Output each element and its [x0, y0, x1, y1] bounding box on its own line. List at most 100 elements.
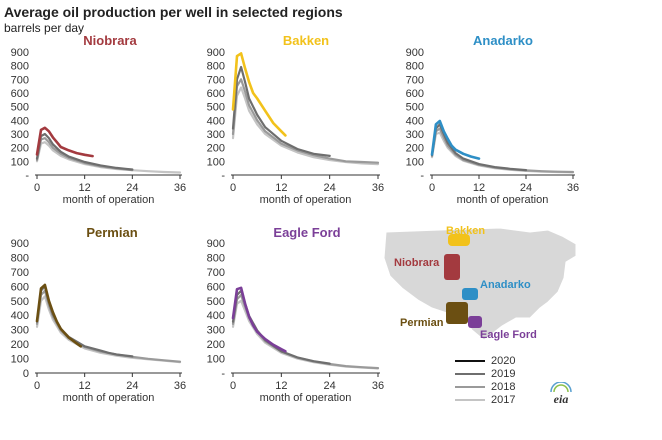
- bakken-ytick-label: 200: [207, 143, 225, 155]
- legend-item-2018: 2018: [455, 380, 515, 393]
- anadarko-ytick-label: 700: [406, 74, 424, 86]
- eagle-ford-ytick-label: 800: [207, 252, 225, 264]
- anadarko-ytick-label: 600: [406, 88, 424, 100]
- bakken-ytick-label: 400: [207, 115, 225, 127]
- legend-swatch-2018: [455, 385, 485, 388]
- anadarko-ytick-label: 800: [406, 61, 424, 73]
- map-label-niobrara: Niobrara: [394, 257, 440, 269]
- anadarko-x-axis-label: month of operation: [457, 194, 549, 206]
- anadarko-xtick-label: 36: [567, 182, 579, 194]
- permian-x-axis-label: month of operation: [63, 392, 155, 404]
- bakken-series-2018: [231, 78, 380, 164]
- permian-xtick-label: 36: [174, 380, 186, 392]
- eagle-ford-ytick-label: 100: [207, 354, 225, 366]
- niobrara-x-axis-label: month of operation: [63, 194, 155, 206]
- eagle-ford-ytick-label: 700: [207, 267, 225, 279]
- eagle-ford-xtick-label: 0: [230, 380, 236, 392]
- anadarko-ytick-label: 100: [406, 156, 424, 168]
- eagle-ford-ytick-label: 500: [207, 296, 225, 308]
- niobrara-series-2019: [35, 132, 134, 171]
- us-map: Bakken Niobrara Anadarko Permian Eagle F…: [380, 222, 580, 352]
- permian-series-2019: [35, 285, 134, 358]
- map-label-bakken: Bakken: [446, 225, 485, 237]
- permian-ytick-label: 800: [11, 252, 29, 264]
- anadarko-ytick-label: 300: [406, 129, 424, 141]
- permian-xtick-label: 12: [79, 380, 91, 392]
- bakken-chart-title: Bakken: [283, 33, 329, 48]
- permian-region: [446, 302, 468, 324]
- eia-logo-arc-inner: [553, 384, 569, 393]
- eia-logo-arc: [550, 382, 572, 393]
- eagle-ford-region: [468, 316, 482, 328]
- legend-label-2018: 2018: [491, 380, 516, 393]
- map-label-permian: Permian: [400, 317, 444, 329]
- niobrara-xtick-label: 36: [174, 182, 186, 194]
- bakken-ytick-label: 700: [207, 74, 225, 86]
- niobrara-ytick-label: 100: [11, 156, 29, 168]
- eagle-ford-series-2020: [231, 286, 287, 353]
- eagle-ford-xtick-label: 24: [324, 380, 336, 392]
- permian-ytick-label: 400: [11, 310, 29, 322]
- anadarko-chart-title: Anadarko: [473, 33, 533, 48]
- legend-label-2019: 2019: [491, 367, 516, 380]
- eagle-ford-ytick-label: 200: [207, 339, 225, 351]
- niobrara-chart-title: Niobrara: [83, 33, 137, 48]
- legend-item-2019: 2019: [455, 367, 515, 380]
- anadarko-ytick-label: -: [420, 170, 424, 182]
- niobrara-ytick-label: 300: [11, 129, 29, 141]
- anadarko-ytick-label: 500: [406, 102, 424, 114]
- niobrara-ytick-label: 800: [11, 61, 29, 73]
- eagle-ford-xtick-label: 36: [372, 380, 384, 392]
- page-title: Average oil production per well in selec…: [4, 4, 343, 20]
- legend: 2020 2019 2018 2017: [455, 354, 515, 406]
- bakken-ytick-label: 800: [207, 61, 225, 73]
- bakken-x-axis-label: month of operation: [260, 194, 352, 206]
- legend-label-2020: 2020: [491, 354, 516, 367]
- permian-ytick-label: 300: [11, 325, 29, 337]
- map-label-eagle-ford: Eagle Ford: [480, 329, 537, 341]
- permian-ytick-label: 100: [11, 354, 29, 366]
- permian-ytick-label: 700: [11, 267, 29, 279]
- permian-chart-title: Permian: [86, 225, 137, 240]
- legend-swatch-2020: [455, 359, 485, 362]
- permian-ytick-label: 500: [11, 296, 29, 308]
- bakken-xtick-label: 12: [275, 182, 287, 194]
- niobrara-region: [444, 254, 460, 280]
- permian-xtick-label: 0: [34, 380, 40, 392]
- anadarko-xtick-label: 0: [429, 182, 435, 194]
- niobrara-series-2017: [35, 141, 182, 174]
- niobrara-ytick-label: 500: [11, 102, 29, 114]
- us-map-graphic: Bakken Niobrara Anadarko Permian Eagle F…: [383, 225, 577, 341]
- bakken-ytick-label: 100: [207, 156, 225, 168]
- us-outline: [383, 227, 577, 341]
- anadarko-ytick-label: 900: [406, 47, 424, 59]
- anadarko-xtick-label: 24: [520, 182, 532, 194]
- niobrara-ytick-label: -: [25, 170, 29, 182]
- bakken-ytick-label: 900: [207, 47, 225, 59]
- bakken-ytick-label: -: [221, 170, 225, 182]
- bakken-series-2020: [231, 52, 287, 137]
- permian-ytick-label: 0: [23, 368, 29, 380]
- eia-logo-text: eia: [554, 392, 569, 406]
- legend-swatch-2019: [455, 372, 485, 375]
- anadarko-ytick-label: 200: [406, 143, 424, 155]
- legend-item-2020: 2020: [455, 354, 515, 367]
- niobrara-xtick-label: 0: [34, 182, 40, 194]
- bakken-xtick-label: 0: [230, 182, 236, 194]
- eagle-ford-ytick-label: 400: [207, 310, 225, 322]
- permian-ytick-label: 600: [11, 281, 29, 293]
- legend-label-2017: 2017: [491, 393, 516, 406]
- eagle-ford-ytick-label: -: [221, 368, 225, 380]
- eagle-ford-xtick-label: 12: [275, 380, 287, 392]
- legend-item-2017: 2017: [455, 393, 515, 406]
- bakken-ytick-label: 600: [207, 88, 225, 100]
- anadarko-xtick-label: 12: [473, 182, 485, 194]
- page-subtitle: barrels per day: [4, 21, 85, 35]
- anadarko-series-2020: [430, 119, 481, 160]
- bakken-xtick-label: 36: [372, 182, 384, 194]
- eagle-ford-x-axis-label: month of operation: [260, 392, 352, 404]
- permian-ytick-label: 900: [11, 238, 29, 250]
- niobrara-ytick-label: 900: [11, 47, 29, 59]
- bakken-region: [448, 234, 470, 246]
